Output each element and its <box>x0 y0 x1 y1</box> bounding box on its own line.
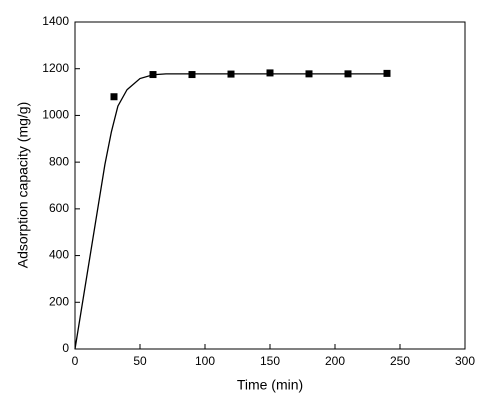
y-tick-label: 400 <box>49 248 69 262</box>
x-tick-label: 100 <box>195 354 215 368</box>
x-tick-label: 300 <box>455 354 475 368</box>
y-tick-label: 0 <box>62 341 69 355</box>
x-tick-label: 0 <box>72 354 79 368</box>
y-tick-label: 200 <box>49 294 69 308</box>
x-tick-label: 250 <box>390 354 410 368</box>
y-tick-label: 1200 <box>42 61 69 75</box>
y-tick-label: 1000 <box>42 108 69 122</box>
data-point <box>266 69 274 77</box>
data-point <box>188 71 196 79</box>
y-tick-label: 600 <box>49 201 69 215</box>
y-axis-title: Adsorption capacity (mg/g) <box>15 102 31 269</box>
x-axis-title: Time (min) <box>237 377 303 393</box>
y-tick-label: 1400 <box>42 14 69 28</box>
x-tick-label: 200 <box>325 354 345 368</box>
x-tick-label: 50 <box>133 354 147 368</box>
x-tick-label: 150 <box>260 354 280 368</box>
y-tick-label: 800 <box>49 154 69 168</box>
data-point <box>110 93 118 101</box>
fit-line <box>74 73 387 350</box>
